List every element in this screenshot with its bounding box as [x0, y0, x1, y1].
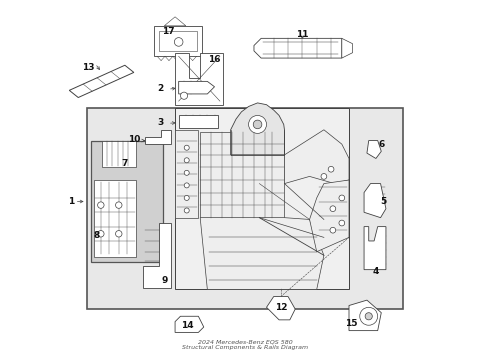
Circle shape	[184, 170, 189, 175]
Circle shape	[321, 174, 327, 179]
Circle shape	[98, 202, 104, 208]
Circle shape	[184, 145, 189, 150]
Polygon shape	[164, 17, 186, 26]
Polygon shape	[175, 316, 204, 332]
Text: 13: 13	[82, 63, 94, 72]
Text: 2024 Mercedes-Benz EQS 580
Structural Components & Rails Diagram: 2024 Mercedes-Benz EQS 580 Structural Co…	[182, 339, 308, 350]
Polygon shape	[101, 140, 136, 167]
FancyBboxPatch shape	[159, 31, 196, 51]
Text: 2: 2	[158, 84, 164, 93]
Polygon shape	[310, 180, 349, 252]
Polygon shape	[254, 39, 342, 58]
Circle shape	[184, 195, 189, 201]
Polygon shape	[175, 53, 223, 105]
Polygon shape	[364, 184, 386, 218]
Circle shape	[116, 230, 122, 237]
Circle shape	[184, 158, 189, 163]
Polygon shape	[267, 297, 295, 320]
Circle shape	[328, 166, 334, 172]
Text: 16: 16	[208, 55, 221, 64]
Circle shape	[360, 307, 378, 325]
Polygon shape	[200, 218, 324, 289]
Polygon shape	[69, 65, 134, 98]
Circle shape	[116, 202, 122, 208]
Circle shape	[180, 92, 188, 99]
Circle shape	[248, 116, 267, 134]
Polygon shape	[285, 130, 349, 184]
Text: 1: 1	[68, 197, 74, 206]
FancyBboxPatch shape	[87, 108, 403, 309]
Text: 11: 11	[296, 30, 309, 39]
Text: 5: 5	[380, 197, 386, 206]
Polygon shape	[143, 223, 172, 288]
Text: 7: 7	[122, 159, 128, 168]
Text: 12: 12	[274, 303, 287, 312]
Text: 17: 17	[162, 27, 174, 36]
Text: 4: 4	[373, 267, 379, 276]
Polygon shape	[231, 103, 285, 155]
Circle shape	[174, 38, 183, 46]
Circle shape	[184, 208, 189, 213]
Circle shape	[365, 313, 372, 320]
Polygon shape	[145, 130, 171, 144]
Polygon shape	[175, 108, 349, 289]
Text: 15: 15	[344, 319, 357, 328]
Polygon shape	[342, 39, 353, 58]
Circle shape	[330, 227, 336, 233]
Circle shape	[184, 183, 189, 188]
Circle shape	[330, 206, 336, 212]
Polygon shape	[349, 300, 381, 330]
Polygon shape	[179, 116, 218, 128]
FancyBboxPatch shape	[153, 26, 202, 56]
Circle shape	[339, 195, 344, 201]
Circle shape	[339, 220, 344, 226]
Text: 14: 14	[181, 321, 194, 330]
Circle shape	[253, 120, 262, 129]
Polygon shape	[94, 180, 136, 257]
Text: 3: 3	[158, 118, 164, 127]
Text: 10: 10	[127, 135, 140, 144]
Polygon shape	[364, 226, 386, 270]
Polygon shape	[179, 81, 215, 94]
FancyBboxPatch shape	[200, 132, 285, 218]
Text: 8: 8	[93, 231, 99, 240]
Text: 9: 9	[161, 276, 168, 285]
FancyBboxPatch shape	[175, 130, 198, 218]
Polygon shape	[367, 140, 381, 158]
Circle shape	[98, 230, 104, 237]
Text: 6: 6	[378, 140, 384, 149]
FancyBboxPatch shape	[91, 140, 163, 262]
